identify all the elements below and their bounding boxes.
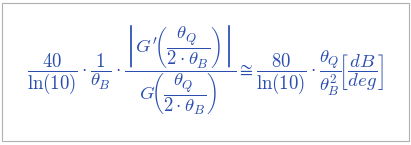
FancyBboxPatch shape bbox=[2, 3, 409, 141]
Text: $\dfrac{40}{\ln(10)} \cdot \dfrac{1}{\theta_B} \cdot \dfrac{\left|G'\!\left(\dfr: $\dfrac{40}{\ln(10)} \cdot \dfrac{1}{\th… bbox=[27, 23, 384, 117]
